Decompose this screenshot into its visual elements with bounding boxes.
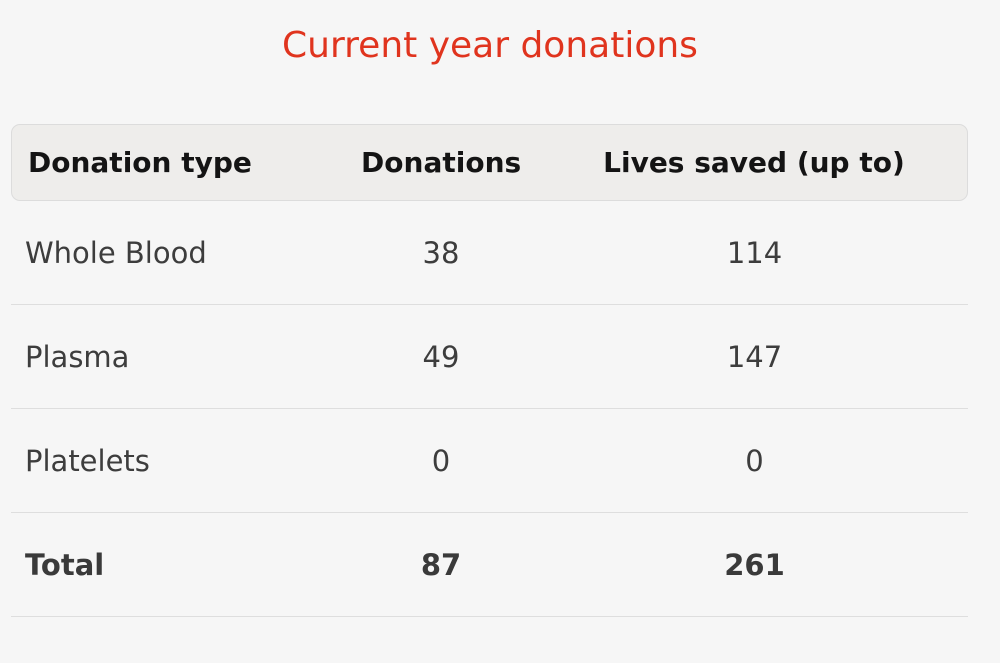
donations-table: Donation type Donations Lives saved (up …: [11, 124, 968, 617]
table-row: Platelets 0 0: [11, 409, 968, 513]
cell-type: Plasma: [25, 339, 130, 374]
cell-donations: 0: [431, 443, 451, 478]
table-row: Plasma 49 147: [11, 305, 968, 409]
cell-lives: 147: [726, 339, 783, 374]
cell-donations: 49: [422, 339, 460, 374]
cell-type: Whole Blood: [25, 235, 207, 270]
total-lives: 261: [724, 547, 785, 582]
header-donation-type: Donation type: [28, 146, 252, 179]
header-donations: Donations: [361, 146, 522, 179]
table-total-row: Total 87 261: [11, 513, 968, 617]
cell-type: Platelets: [25, 443, 150, 478]
cell-donations: 38: [422, 235, 460, 270]
cell-lives: 0: [745, 443, 764, 478]
cell-lives: 114: [726, 235, 783, 270]
total-donations: 87: [420, 547, 462, 582]
page-title: Current year donations: [282, 25, 698, 66]
total-label: Total: [25, 547, 105, 582]
table-row: Whole Blood 38 114: [11, 201, 968, 305]
table-header: Donation type Donations Lives saved (up …: [11, 124, 968, 201]
header-lives-saved: Lives saved (up to): [603, 146, 905, 179]
